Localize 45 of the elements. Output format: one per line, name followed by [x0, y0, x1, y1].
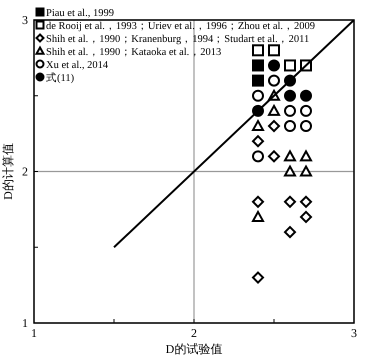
point — [300, 210, 312, 223]
y-tick-label: 2 — [22, 164, 28, 178]
point — [268, 59, 280, 72]
legend-label: Shih et al.，1990；Kataoka et al.，2013 — [46, 47, 222, 58]
point — [300, 104, 312, 117]
point — [284, 166, 296, 176]
point — [252, 210, 264, 222]
point — [300, 90, 312, 102]
y-tick-label: 3 — [22, 13, 28, 27]
point — [252, 120, 264, 132]
x-tick-label: 3 — [351, 326, 357, 340]
point — [284, 196, 296, 208]
point — [284, 120, 296, 132]
point — [252, 196, 264, 208]
y-tick-label: 1 — [22, 316, 28, 330]
point — [252, 90, 264, 102]
point — [300, 196, 312, 208]
point — [268, 44, 280, 56]
point — [300, 166, 312, 176]
point — [268, 74, 280, 87]
point — [252, 59, 264, 72]
point — [252, 150, 264, 162]
point — [252, 135, 264, 148]
point — [284, 226, 296, 238]
point — [268, 150, 280, 162]
point — [252, 44, 264, 56]
legend-label: 式(11) — [46, 71, 75, 84]
point — [268, 120, 280, 132]
point — [284, 90, 296, 102]
x-tick-label: 2 — [191, 326, 197, 340]
legend-label: Shih et al.，1990；Kranenburg，1994；Studart et al.，2011 — [46, 34, 310, 45]
legend-label: de Rooij et al.，1993；Uriev et al.，1996；Zhou et al.，2009 — [46, 21, 316, 32]
point — [252, 74, 264, 87]
point — [284, 59, 296, 72]
legend-label: Piau et al., 1999 — [46, 8, 114, 19]
point — [252, 272, 264, 284]
point — [268, 104, 280, 116]
point — [300, 150, 312, 162]
point — [284, 104, 296, 117]
y-axis-title: D的计算值 — [1, 143, 15, 200]
point — [300, 120, 312, 132]
legend-label: Xu et al., 2014 — [46, 60, 109, 71]
point — [284, 150, 296, 162]
x-axis-title: D的试验值 — [166, 342, 222, 356]
x-tick-label: 1 — [31, 326, 37, 340]
